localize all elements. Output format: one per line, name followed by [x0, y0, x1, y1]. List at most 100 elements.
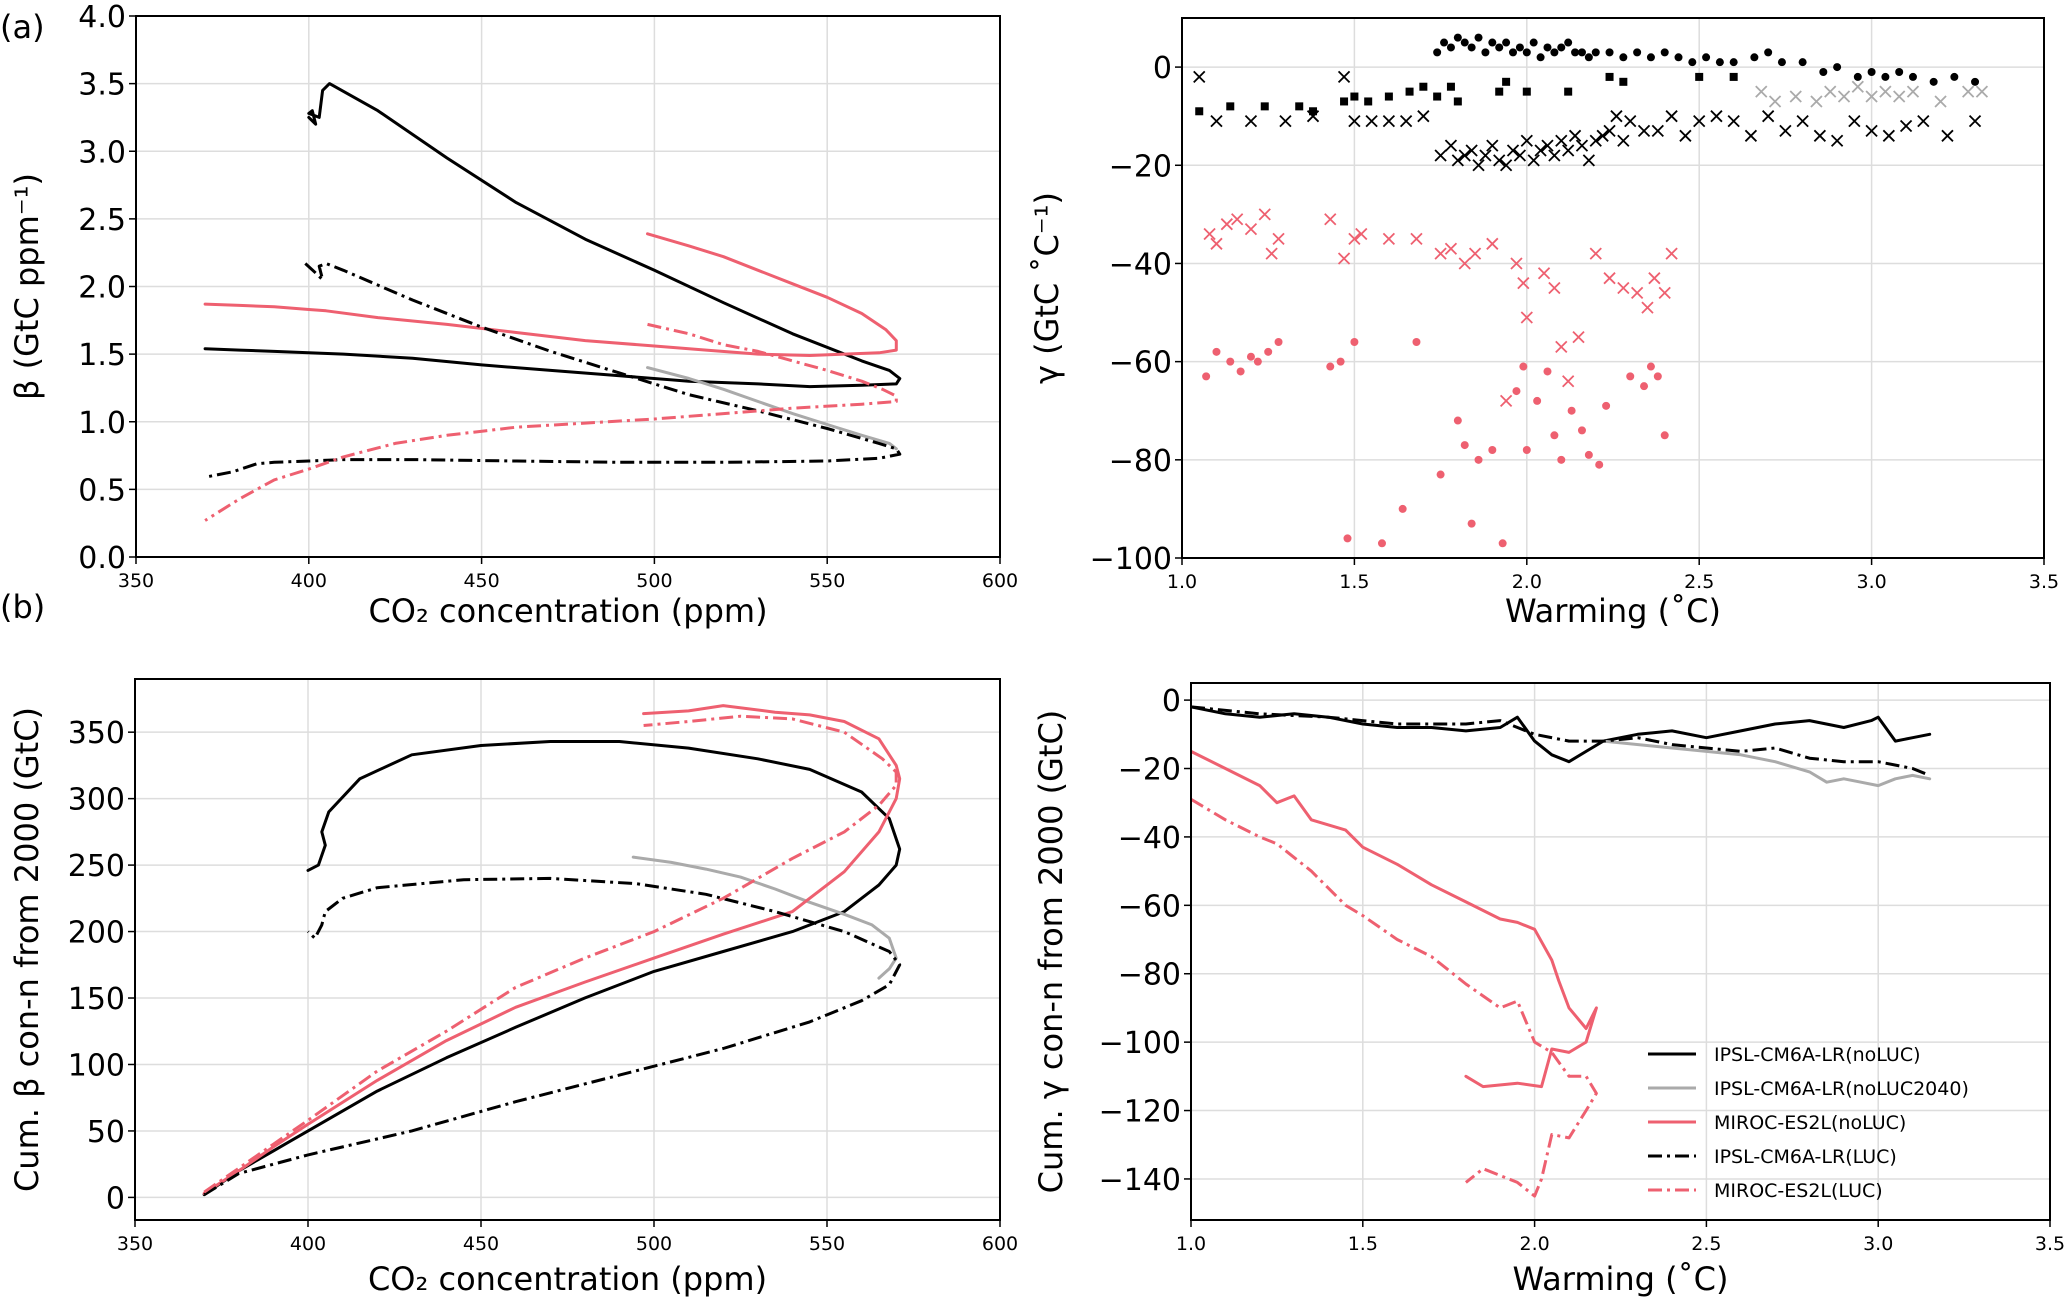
scatter-point-cross — [1779, 124, 1792, 138]
scatter-point-cross — [1355, 227, 1368, 241]
scatter-point-dot — [1453, 416, 1462, 425]
chart-b-right: 1.0 1.5 2.0 2.5 3.0 3.5 −140 −120 −100 −80 −60 −40 −… — [1032, 682, 2065, 1298]
x-tick-label: 1.0 — [1167, 571, 1197, 593]
y-tick-label: 0 — [106, 1181, 125, 1216]
scatter-point-dot — [1550, 431, 1559, 440]
legend-label: IPSL-CM6A-LR(LUC) — [1714, 1146, 1897, 1168]
scatter-point-cross — [1555, 340, 1568, 354]
scatter-point-cross — [1513, 149, 1527, 162]
scatter-point-cross — [1755, 85, 1768, 98]
scatter-point-square — [1433, 92, 1442, 101]
y-tick-label: −20 — [1109, 149, 1172, 184]
scatter-point-dot — [1436, 470, 1445, 479]
scatter-point-dot — [1522, 48, 1531, 57]
scatter-point-cross — [1851, 80, 1864, 93]
scatter-point-cross — [1899, 119, 1913, 133]
scatter-point-cross — [1210, 237, 1223, 250]
scatter-point-cross — [1486, 139, 1499, 152]
scatter-point-cross — [1893, 90, 1906, 103]
scatter-point-cross — [1244, 114, 1258, 128]
x-tick-label: 350 — [117, 1233, 153, 1255]
y-tick-label: −100 — [1090, 542, 1172, 577]
scatter-point-dot — [1595, 460, 1604, 469]
scatter-point-cross — [1231, 213, 1244, 226]
scatter-point-cross — [1468, 247, 1482, 260]
scatter-point-dot — [1467, 43, 1476, 52]
scatter-point-cross — [1934, 95, 1947, 108]
scatter-point-dot — [1350, 338, 1359, 346]
scatter-point-dot — [1550, 48, 1559, 57]
scatter-point-cross — [1244, 222, 1258, 236]
scatter-point-cross — [1744, 129, 1758, 142]
y-tick-label: 300 — [68, 783, 125, 818]
scatter-point-cross — [1506, 144, 1520, 157]
y-tick-label: 0.5 — [78, 473, 126, 508]
x-tick-label: 3.5 — [2029, 571, 2059, 593]
scatter-point-cross — [1962, 85, 1975, 98]
scatter-point-cross — [1520, 311, 1533, 324]
y-tick-label: 1.5 — [78, 338, 126, 373]
scatter-series — [1202, 338, 1669, 548]
scatter-point-dot — [1557, 43, 1566, 52]
series-group — [1193, 33, 1989, 548]
y-tick-label: −100 — [1099, 1026, 1181, 1061]
scatter-point-cross — [1865, 90, 1878, 103]
scatter-point-cross — [1348, 114, 1361, 128]
x-tick-label: 2.5 — [1684, 571, 1714, 593]
scatter-point-dot — [1543, 43, 1552, 52]
scatter-point-cross — [1410, 232, 1423, 246]
x-axis-label: Warming (˚C) — [1513, 1260, 1729, 1298]
scatter-point-dot — [1236, 367, 1245, 376]
scatter-point-cross — [1575, 139, 1589, 152]
scatter-point-cross — [1624, 114, 1637, 128]
x-tick-label: 1.0 — [1176, 1233, 1206, 1255]
scatter-point-cross — [1603, 272, 1616, 285]
scatter-point-dot — [1777, 58, 1786, 67]
scatter-point-cross — [1679, 129, 1692, 142]
series-line — [204, 262, 902, 479]
scatter-point-dot — [1264, 347, 1273, 356]
scatter-point-cross — [1337, 70, 1351, 84]
series-line — [203, 876, 902, 1196]
panel-label-a: (a) — [0, 8, 45, 46]
legend: IPSL-CM6A-LR(noLUC) IPSL-CM6A-LR(noLUC204… — [1648, 1044, 1969, 1202]
y-tick-label: 0 — [1153, 51, 1172, 86]
scatter-point-dot — [1533, 396, 1542, 405]
scatter-point-dot — [1474, 33, 1483, 42]
scatter-point-dot — [1246, 352, 1255, 361]
scatter-point-dot — [1571, 48, 1580, 57]
scatter-point-dot — [1702, 53, 1711, 62]
scatter-point-dot — [1950, 72, 1959, 81]
x-tick-label: 450 — [463, 1233, 499, 1255]
scatter-point-cross — [1444, 139, 1458, 152]
y-tick-label: 1.0 — [78, 406, 126, 441]
scatter-point-dot — [1536, 53, 1545, 62]
scatter-point-dot — [1584, 450, 1593, 459]
scatter-point-square — [1226, 102, 1235, 111]
scatter-point-cross — [1562, 375, 1575, 388]
scatter-point-square — [1605, 72, 1614, 81]
legend-item: IPSL-CM6A-LR(noLUC2040) — [1648, 1078, 1969, 1100]
scatter-point-cross — [1589, 247, 1602, 260]
series-group — [202, 704, 902, 1197]
scatter-point-cross — [1648, 272, 1661, 285]
series-line — [646, 366, 898, 451]
scatter-point-cross — [1486, 237, 1499, 250]
scatter-point-dot — [1398, 504, 1407, 513]
scatter-point-dot — [1343, 534, 1352, 543]
scatter-point-cross — [1824, 85, 1837, 98]
scatter-point-cross — [1637, 124, 1651, 138]
scatter-point-cross — [1458, 257, 1471, 270]
scatter-point-cross — [1658, 286, 1671, 300]
scatter-point-dot — [1557, 455, 1566, 464]
scatter-point-square — [1260, 102, 1269, 111]
scatter-point-cross — [1520, 134, 1533, 147]
scatter-point-dot — [1226, 357, 1235, 366]
scatter-point-dot — [1412, 338, 1421, 346]
x-tick-label: 2.0 — [1512, 571, 1542, 593]
scatter-point-dot — [1605, 48, 1614, 57]
scatter-point-dot — [1971, 77, 1980, 86]
axes-frame — [134, 678, 1001, 1221]
scatter-point-cross — [1382, 232, 1396, 246]
